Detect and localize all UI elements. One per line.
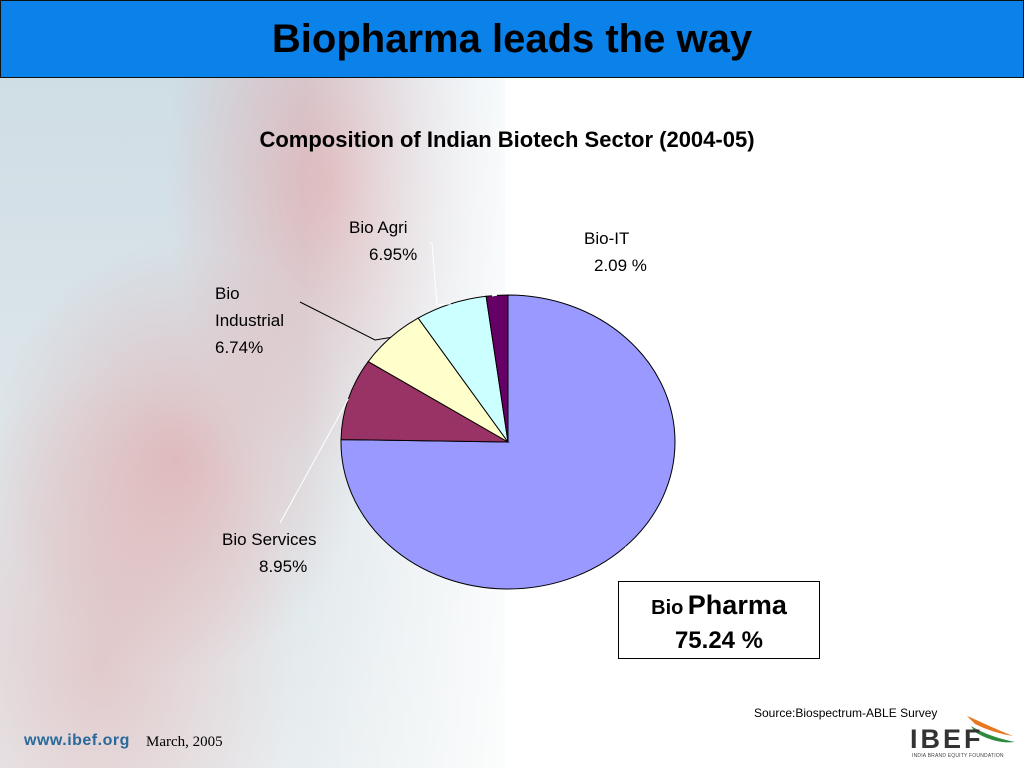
pie-slice-bio-services	[340, 360, 510, 443]
leader-line-bio-agri	[429, 242, 451, 306]
source-note: Source:Biospectrum-ABLE Survey	[754, 706, 938, 720]
label-bio-pharma-value: 75.24 %	[674, 627, 764, 654]
label-bio-industrial: Bio Industrial 6.74%	[215, 280, 284, 361]
label-bio-services: Bio Services 8.95%	[222, 526, 316, 580]
label-bio-agri-name: Bio Agri	[349, 218, 408, 237]
ibef-logo-icon	[967, 716, 1015, 743]
label-bio-agri: Bio Agri 6.95%	[349, 214, 417, 268]
footer-url[interactable]: www.ibef.org	[24, 732, 130, 749]
label-bio-agri-value: 6.95%	[369, 245, 418, 264]
logo-text: IBEF	[910, 724, 984, 754]
leader-line-bio-services	[279, 398, 349, 524]
label-bio-services-value: 8.95%	[259, 557, 308, 576]
leader-line-bio-industrial	[299, 301, 391, 341]
label-bio-pharma-prefix: Bio	[651, 597, 684, 619]
label-bio-pharma-name: Pharma	[687, 590, 787, 620]
leader-line-bio-it	[491, 251, 581, 297]
chart-title: Composition of Indian Biotech Sector (20…	[259, 127, 755, 152]
label-bio-industrial-name-1: Bio	[215, 284, 240, 303]
footer-date: March, 2005	[146, 734, 223, 750]
label-bio-it: Bio-IT 2.09 %	[584, 225, 647, 279]
leader-line-bio-pharma	[624, 535, 684, 581]
label-bio-services-name: Bio Services	[222, 530, 317, 549]
label-bio-pharma: Bio Pharma 75.24 %	[618, 581, 820, 659]
label-bio-it-name: Bio-IT	[584, 229, 630, 248]
label-bio-industrial-value: 6.74%	[215, 338, 264, 357]
header-bar	[0, 0, 1024, 78]
label-bio-industrial-name-2: Industrial	[215, 311, 284, 330]
label-bio-it-value: 2.09 %	[594, 256, 647, 275]
logo-subtext: INDIA BRAND EQUITY FOUNDATION	[912, 753, 1004, 759]
slide-title: Biopharma leads the way	[271, 17, 753, 61]
